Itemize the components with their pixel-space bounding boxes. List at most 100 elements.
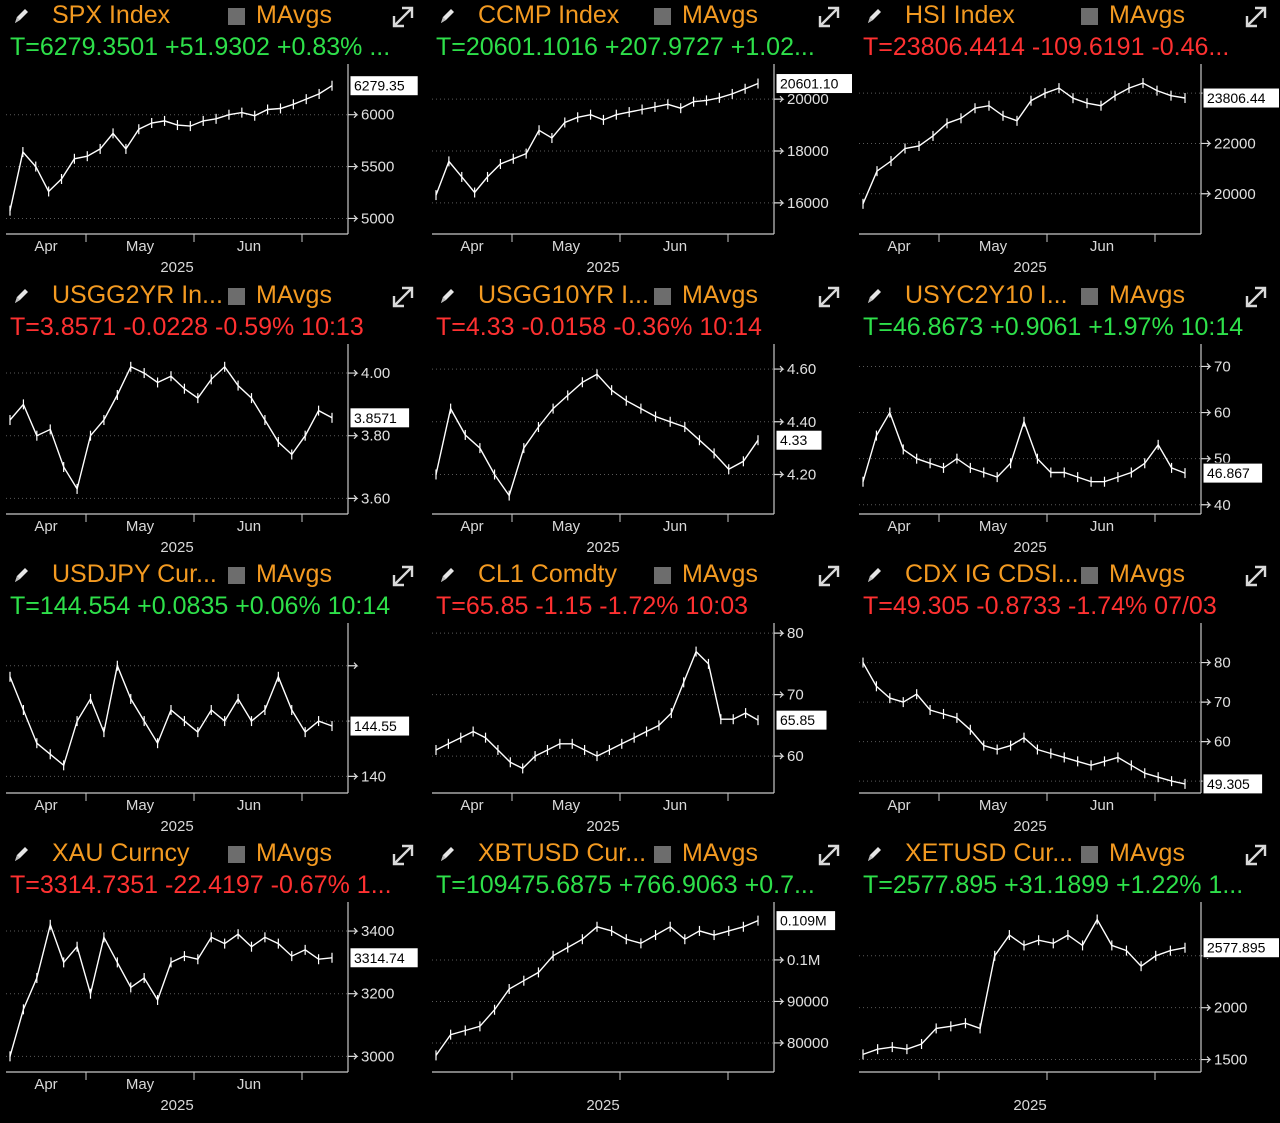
expand-icon[interactable] (1243, 563, 1269, 589)
expand-icon[interactable] (1243, 4, 1269, 30)
pencil-icon[interactable] (865, 844, 883, 864)
y-tick (348, 662, 359, 670)
expand-icon[interactable] (816, 563, 842, 589)
security-title[interactable]: HSI Index (905, 1, 1015, 29)
checkbox-icon[interactable] (654, 567, 671, 584)
mavgs-toggle-label[interactable]: MAvgs (256, 1, 332, 29)
chart-panel: SPX Index MAvgs T=6279.3501 +51.9302 +0.… (0, 0, 426, 280)
last-value-box (775, 910, 837, 932)
expand-icon[interactable] (816, 4, 842, 30)
y-tick (774, 418, 785, 426)
price-chart: Apr May Jun 2025 5000 5500 6000 6279.35 (6, 64, 419, 276)
mavgs-toggle-label[interactable]: MAvgs (256, 281, 332, 309)
security-title[interactable]: XAU Curncy (52, 839, 190, 867)
expand-icon[interactable] (390, 4, 416, 30)
security-title[interactable]: SPX Index (52, 1, 171, 29)
pencil-icon[interactable] (438, 565, 456, 585)
y-tick (348, 772, 359, 780)
pencil-icon[interactable] (12, 844, 30, 864)
x-tick-label: Apr (460, 797, 483, 814)
expand-icon[interactable] (390, 563, 416, 589)
ticker-line: T=3.8571 -0.0228 -0.59% 10:13 (10, 313, 364, 341)
security-title[interactable]: USDJPY Cur... (52, 560, 217, 588)
y-tick-label: 3.80 (361, 428, 390, 445)
last-value-box (349, 407, 411, 429)
y-tick (774, 471, 785, 478)
pencil-icon[interactable] (438, 844, 456, 864)
ticker-line: T=4.33 -0.0158 -0.36% 10:14 (436, 313, 762, 341)
chart-panel: USGG10YR I... MAvgs T=4.33 -0.0158 -0.36… (426, 280, 852, 560)
y-tick (1201, 455, 1212, 463)
y-tick (1201, 659, 1212, 666)
checkbox-icon[interactable] (1081, 846, 1098, 863)
mavgs-toggle-label[interactable]: MAvgs (682, 839, 758, 867)
y-tick (774, 365, 785, 373)
pencil-icon[interactable] (438, 6, 456, 26)
pencil-icon[interactable] (438, 286, 456, 306)
pencil-icon[interactable] (865, 565, 883, 585)
mavgs-toggle-label[interactable]: MAvgs (1109, 1, 1185, 29)
y-tick (774, 95, 785, 103)
x-tick-label: May (979, 238, 1008, 255)
mavgs-toggle-label[interactable]: MAvgs (682, 1, 758, 29)
expand-icon[interactable] (390, 284, 416, 310)
y-tick (1201, 409, 1212, 416)
checkbox-icon[interactable] (1081, 567, 1098, 584)
security-title[interactable]: USGG2YR In... (52, 281, 223, 309)
mavgs-toggle-label[interactable]: MAvgs (1109, 560, 1185, 588)
y-tick (348, 990, 359, 998)
x-tick-label: May (126, 797, 155, 814)
pencil-icon[interactable] (865, 6, 883, 26)
mavgs-toggle-label[interactable]: MAvgs (1109, 281, 1185, 309)
ticker-line: T=46.8673 +0.9061 +1.97% 10:14 (863, 313, 1244, 341)
last-value-box (775, 709, 828, 731)
pencil-icon[interactable] (12, 6, 30, 26)
panel-header: CCMP Index MAvgs (426, 0, 852, 32)
expand-icon[interactable] (816, 842, 842, 868)
y-tick (774, 147, 785, 155)
security-title[interactable]: XBTUSD Cur... (478, 839, 647, 867)
checkbox-icon[interactable] (654, 8, 671, 25)
checkbox-icon[interactable] (1081, 288, 1098, 305)
security-title[interactable]: USYC2Y10 I... (905, 281, 1068, 309)
expand-icon[interactable] (816, 284, 842, 310)
last-value-label: 65.85 (780, 712, 815, 728)
checkbox-icon[interactable] (228, 8, 245, 25)
security-title[interactable]: USGG10YR I... (478, 281, 649, 309)
y-tick (1201, 1056, 1212, 1063)
last-value-box (775, 73, 852, 95)
checkbox-icon[interactable] (228, 846, 245, 863)
checkbox-icon[interactable] (228, 567, 245, 584)
expand-icon[interactable] (1243, 284, 1269, 310)
year-label: 2025 (160, 259, 193, 276)
x-tick-label: Apr (460, 518, 483, 535)
x-tick-label: Jun (237, 797, 261, 814)
mavgs-toggle-label[interactable]: MAvgs (256, 560, 332, 588)
x-tick-label: Apr (34, 238, 57, 255)
mavgs-toggle-label[interactable]: MAvgs (682, 281, 758, 309)
price-chart: Apr May Jun 2025 3.60 3.80 4.00 3.8571 (6, 344, 411, 556)
expand-icon[interactable] (1243, 842, 1269, 868)
mavgs-toggle-label[interactable]: MAvgs (256, 839, 332, 867)
year-label: 2025 (1013, 259, 1046, 276)
security-title[interactable]: CCMP Index (478, 1, 620, 29)
checkbox-icon[interactable] (654, 288, 671, 305)
expand-icon[interactable] (390, 842, 416, 868)
security-title[interactable]: CDX IG CDSI... (905, 560, 1079, 588)
chart-panel: XBTUSD Cur... MAvgs T=109475.6875 +766.9… (426, 838, 852, 1118)
pencil-icon[interactable] (12, 565, 30, 585)
checkbox-icon[interactable] (1081, 8, 1098, 25)
security-title[interactable]: CL1 Comdty (478, 560, 617, 588)
mavgs-toggle-label[interactable]: MAvgs (1109, 839, 1185, 867)
checkbox-icon[interactable] (228, 288, 245, 305)
y-tick (774, 691, 785, 699)
checkbox-icon[interactable] (654, 846, 671, 863)
pencil-icon[interactable] (865, 286, 883, 306)
last-value-label: 0.109M (780, 913, 827, 929)
security-title[interactable]: XETUSD Cur... (905, 839, 1074, 867)
pencil-icon[interactable] (12, 286, 30, 306)
mavgs-toggle-label[interactable]: MAvgs (682, 560, 758, 588)
y-tick (1201, 1004, 1212, 1012)
x-tick-label: May (552, 238, 581, 255)
last-value-label: 4.33 (780, 432, 807, 448)
